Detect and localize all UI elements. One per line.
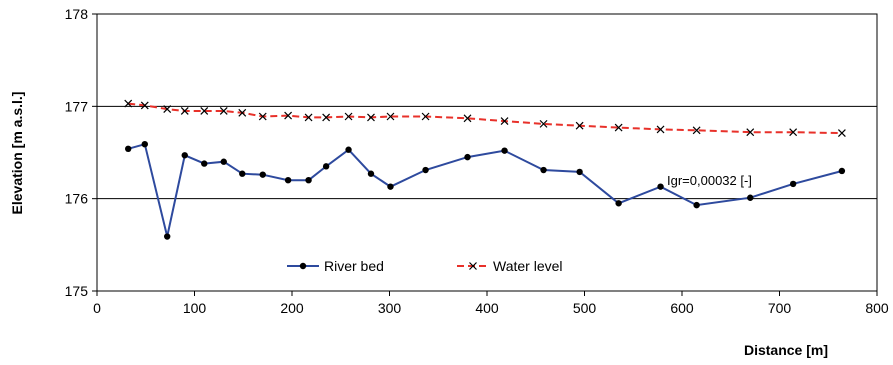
river-bed-point-6 <box>239 170 246 177</box>
x-tick-label-7: 700 <box>768 300 792 316</box>
water-level-point-2 <box>163 105 172 114</box>
river-bed-point-10 <box>322 163 330 170</box>
axis-ticks: 175 176 177 178 0 100 200 300 400 500 600 700 800 <box>65 6 889 316</box>
y-tick-label-3: 178 <box>65 6 89 22</box>
x-tick-label-5: 500 <box>573 300 597 316</box>
water-level-point-8 <box>284 111 293 120</box>
legend-river-bed-marker <box>299 262 307 270</box>
water-level-point-1 <box>140 101 149 110</box>
x-tick-label-0: 0 <box>93 300 101 316</box>
x-axis-title: Distance [m] <box>744 342 828 358</box>
water-level-point-10 <box>322 113 331 122</box>
water-level-point-5 <box>219 107 228 115</box>
water-level-point-23 <box>789 128 798 137</box>
river-bed-point-24 <box>838 167 846 175</box>
river-bed-point-9 <box>305 177 312 184</box>
river-bed-point-22 <box>747 194 754 201</box>
water-level-point-11 <box>344 112 353 121</box>
river-bed-point-17 <box>540 166 547 174</box>
water-level-line <box>128 102 842 135</box>
x-tick-label-1: 100 <box>183 300 207 316</box>
water-level-point-12 <box>367 113 375 122</box>
x-tick-label-8: 800 <box>865 300 889 316</box>
river-bed-point-16 <box>501 147 508 154</box>
water-level-point-13 <box>386 112 395 121</box>
river-bed-point-5 <box>220 158 227 165</box>
water-level-point-6 <box>238 108 247 117</box>
water-level-point-19 <box>614 123 623 132</box>
river-bed-point-14 <box>422 166 429 174</box>
water-level-point-4 <box>200 107 209 115</box>
water-level-point-9 <box>304 113 313 122</box>
water-level-point-7 <box>258 112 267 121</box>
data-series <box>124 99 846 240</box>
river-bed-point-11 <box>345 146 352 153</box>
slope-annotation: Igr=0,00032 [-] <box>667 173 752 188</box>
gridlines <box>97 13 877 292</box>
river-bed-point-23 <box>789 180 797 188</box>
water-level-point-22 <box>746 128 755 137</box>
river-bed-point-20 <box>657 183 664 190</box>
water-level-point-20 <box>656 125 665 134</box>
x-tick-label-4: 400 <box>475 300 499 316</box>
river-bed-point-8 <box>284 177 292 184</box>
plot-area-frame <box>96 13 878 292</box>
river-bed-point-12 <box>367 170 375 177</box>
y-tick-label-0: 175 <box>65 283 89 299</box>
river-bed-point-7 <box>259 171 266 178</box>
river-bed-point-1 <box>141 140 148 148</box>
river-bed-point-18 <box>576 168 583 176</box>
legend-water-level-marker <box>469 262 477 270</box>
legend-water-level-label: Water level <box>493 258 563 274</box>
water-level-point-14 <box>421 112 430 121</box>
river-bed-point-13 <box>387 183 394 190</box>
x-tick-label-6: 600 <box>670 300 694 316</box>
legend-river-bed-label: River bed <box>324 258 384 274</box>
y-tick-label-1: 176 <box>65 191 89 207</box>
legend: River bed Water level <box>287 258 563 274</box>
x-tick-label-3: 300 <box>378 300 402 316</box>
river-bed-point-4 <box>201 160 208 167</box>
river-bed-point-21 <box>693 201 700 209</box>
water-level-point-15 <box>463 114 472 123</box>
water-level-point-24 <box>837 129 846 138</box>
y-axis-title: Elevation [m a.s.l.] <box>9 92 25 215</box>
river-bed-point-0 <box>125 145 132 153</box>
x-tick-label-2: 200 <box>280 300 304 316</box>
river-bed-point-15 <box>464 153 471 161</box>
water-level-point-16 <box>500 117 509 126</box>
water-level-point-21 <box>692 126 701 135</box>
river-bed-point-3 <box>181 152 188 159</box>
water-level-point-3 <box>180 107 189 115</box>
river-bed-point-19 <box>615 200 622 207</box>
water-level-point-18 <box>575 121 584 130</box>
water-level-point-0 <box>124 99 133 108</box>
water-level-point-17 <box>539 119 548 128</box>
y-tick-label-2: 177 <box>65 98 89 114</box>
river-bed-point-2 <box>164 233 171 240</box>
river-bed-line <box>127 142 843 237</box>
